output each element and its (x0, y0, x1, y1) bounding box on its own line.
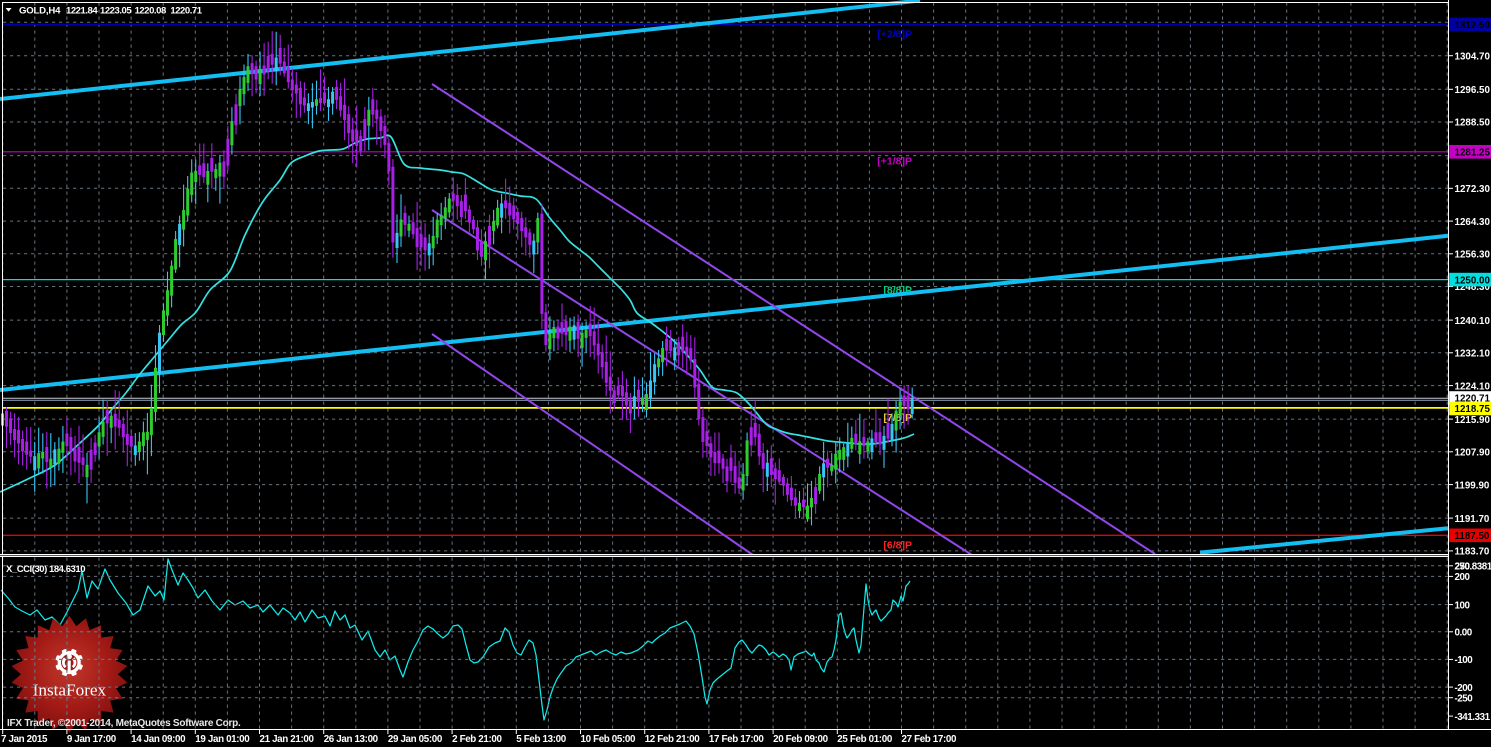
svg-text:5 Feb 13:00: 5 Feb 13:00 (516, 734, 566, 745)
svg-text:IFX Trader, ©2001-2014, MetaQu: IFX Trader, ©2001-2014, MetaQuotes Softw… (7, 718, 241, 729)
svg-text:1304.70: 1304.70 (1455, 51, 1491, 62)
svg-text:1240.10: 1240.10 (1455, 316, 1491, 327)
svg-text:X_CCI(30) 184.6310: X_CCI(30) 184.6310 (6, 564, 85, 575)
svg-text:10 Feb 05:00: 10 Feb 05:00 (581, 734, 637, 745)
svg-text:1207.90: 1207.90 (1455, 448, 1491, 459)
svg-text:2 Feb 21:00: 2 Feb 21:00 (452, 734, 502, 745)
svg-text:26 Jan 13:00: 26 Jan 13:00 (324, 734, 379, 745)
svg-text:270.8381: 270.8381 (1455, 562, 1491, 573)
svg-text:1281.25: 1281.25 (1455, 148, 1491, 159)
svg-text:1264.30: 1264.30 (1455, 217, 1491, 228)
svg-text:-341.331: -341.331 (1455, 712, 1491, 723)
svg-text:1220.08: 1220.08 (135, 6, 166, 17)
svg-text:1191.70: 1191.70 (1455, 514, 1490, 525)
svg-text:0.00: 0.00 (1455, 628, 1473, 639)
svg-text:9 Jan 17:00: 9 Jan 17:00 (67, 734, 117, 745)
svg-text:InstaForex: InstaForex (33, 681, 107, 700)
svg-text:1220.71: 1220.71 (1455, 394, 1491, 405)
svg-text:21 Jan 21:00: 21 Jan 21:00 (260, 734, 315, 745)
svg-text:25 Feb 01:00: 25 Feb 01:00 (837, 734, 893, 745)
svg-text:200: 200 (1455, 572, 1471, 583)
svg-text:1272.30: 1272.30 (1455, 184, 1491, 195)
svg-text:-100: -100 (1455, 655, 1474, 666)
svg-text:250: 250 (1455, 562, 1471, 573)
svg-text:1215.90: 1215.90 (1455, 415, 1491, 426)
svg-text:[6/8]P: [6/8]P (883, 540, 912, 552)
svg-text:1288.50: 1288.50 (1455, 118, 1491, 129)
svg-text:17 Feb 17:00: 17 Feb 17:00 (709, 734, 765, 745)
svg-text:-250: -250 (1455, 693, 1474, 704)
svg-text:29 Jan 05:00: 29 Jan 05:00 (388, 734, 443, 745)
svg-text:1250.00: 1250.00 (1455, 275, 1491, 286)
svg-text:GOLD,H4: GOLD,H4 (19, 6, 61, 17)
svg-text:[+2/8]P: [+2/8]P (877, 29, 912, 41)
svg-text:1218.75: 1218.75 (1455, 404, 1491, 415)
svg-text:1248.30: 1248.30 (1455, 282, 1491, 293)
svg-text:1296.50: 1296.50 (1455, 85, 1491, 96)
svg-text:20 Feb 09:00: 20 Feb 09:00 (773, 734, 829, 745)
svg-text:100: 100 (1455, 600, 1471, 611)
svg-text:7 Jan 2015: 7 Jan 2015 (1, 734, 48, 745)
svg-text:1221.84: 1221.84 (66, 6, 98, 17)
svg-text:[7/8]P: [7/8]P (883, 412, 912, 424)
svg-text:1256.30: 1256.30 (1455, 250, 1491, 261)
svg-text:1220.71: 1220.71 (170, 6, 202, 17)
svg-text:1232.10: 1232.10 (1455, 349, 1491, 360)
svg-text:-200: -200 (1455, 683, 1474, 694)
svg-text:1312.50: 1312.50 (1455, 20, 1491, 31)
svg-text:1223.05: 1223.05 (100, 6, 132, 17)
svg-text:1187.50: 1187.50 (1455, 531, 1490, 542)
svg-text:1224.10: 1224.10 (1455, 381, 1491, 392)
svg-text:1199.90: 1199.90 (1455, 480, 1490, 491)
svg-text:1183.70: 1183.70 (1455, 547, 1490, 558)
svg-text:12 Feb 21:00: 12 Feb 21:00 (645, 734, 701, 745)
svg-text:27 Feb 17:00: 27 Feb 17:00 (902, 734, 958, 745)
svg-text:[+1/8]P: [+1/8]P (877, 156, 912, 168)
svg-text:14 Jan 09:00: 14 Jan 09:00 (131, 734, 186, 745)
svg-text:19 Jan 01:00: 19 Jan 01:00 (195, 734, 250, 745)
